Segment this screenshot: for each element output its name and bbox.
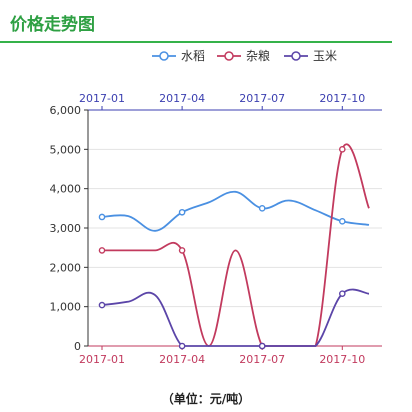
legend-label: 杂粮 xyxy=(246,48,270,63)
data-point xyxy=(338,290,346,297)
y-tick-label: 4,000 xyxy=(50,183,82,196)
legend-marker xyxy=(224,51,234,61)
data-point xyxy=(338,218,346,225)
data-point xyxy=(258,342,266,350)
page-title: 价格走势图 xyxy=(10,15,95,35)
series-lines xyxy=(98,143,370,350)
x-axis-top-ticks: 2017-01 2017-04 2017-07 2017-10 xyxy=(79,92,365,110)
header: 价格走势图 xyxy=(0,0,412,46)
x-bottom-tick-label: 2017-04 xyxy=(159,353,205,366)
data-point xyxy=(338,146,346,153)
data-point xyxy=(258,205,266,212)
y-tick-label: 2,000 xyxy=(50,261,82,274)
x-top-tick-label: 2017-01 xyxy=(79,92,125,105)
legend-item-3[interactable]: 玉米 xyxy=(284,49,337,63)
series-line-3 xyxy=(101,288,370,347)
legend-marker xyxy=(291,51,301,61)
x-top-tick-label: 2017-10 xyxy=(319,92,365,105)
legend: 水稻 杂粮 玉米 xyxy=(152,48,337,63)
y-axis-ticks: 0 1,000 2,000 3,000 4,000 5,000 6,000 xyxy=(50,104,88,353)
x-top-tick-label: 2017-07 xyxy=(239,92,285,105)
x-bottom-tick-label: 2017-10 xyxy=(319,353,365,366)
legend-item-2[interactable]: 杂粮 xyxy=(217,48,270,63)
data-point xyxy=(178,208,186,216)
x-axis-bottom-ticks: 2017-01 2017-04 2017-07 2017-10 xyxy=(79,346,365,366)
y-tick-label: 5,000 xyxy=(50,143,82,156)
legend-label: 水稻 xyxy=(181,49,205,63)
y-tick-label: 3,000 xyxy=(50,222,82,235)
series-line-1 xyxy=(101,190,370,232)
y-tick-label: 6,000 xyxy=(50,104,82,117)
x-bottom-tick-label: 2017-01 xyxy=(79,353,125,366)
data-point xyxy=(178,247,186,254)
unit-label: （单位：元/吨） xyxy=(161,392,251,406)
legend-marker xyxy=(159,51,169,61)
data-point xyxy=(178,342,186,350)
x-top-tick-label: 2017-04 xyxy=(159,92,205,105)
series-line-2 xyxy=(101,143,370,347)
legend-label: 玉米 xyxy=(313,49,337,63)
data-point xyxy=(98,213,106,221)
y-tick-label: 0 xyxy=(74,340,81,353)
grid-lines xyxy=(88,109,382,347)
data-point xyxy=(98,247,106,254)
data-point xyxy=(98,301,106,309)
title-underline xyxy=(0,41,392,43)
x-bottom-tick-label: 2017-07 xyxy=(239,353,285,366)
y-tick-label: 1,000 xyxy=(50,301,82,314)
legend-item-1[interactable]: 水稻 xyxy=(152,49,205,63)
